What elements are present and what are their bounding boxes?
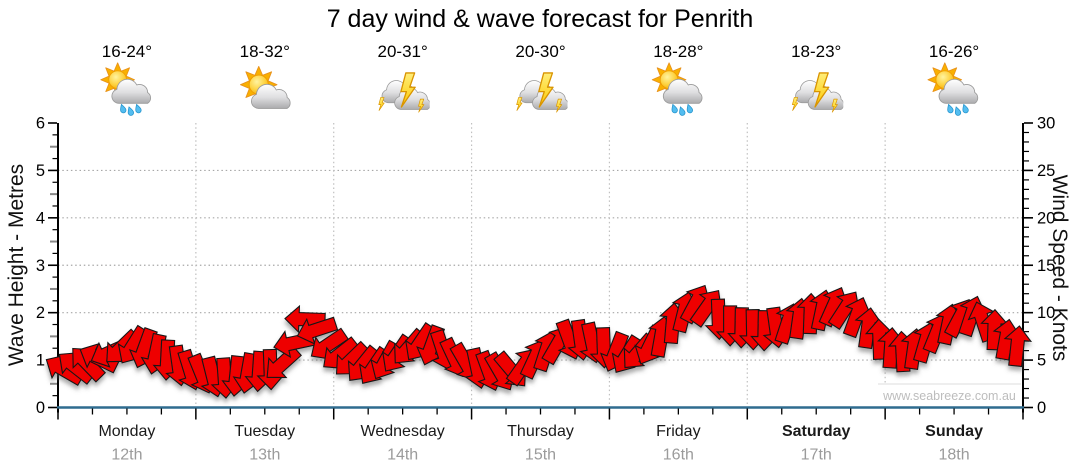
day-label: Sunday	[925, 423, 983, 440]
date-label: 17th	[801, 447, 832, 464]
wind-speed-tick-label: 30	[1037, 115, 1055, 133]
watermark-text: www.seabreeze.com.au	[882, 389, 1016, 403]
day-label: Monday	[98, 423, 155, 440]
temperature-range: 20-30°	[515, 42, 565, 61]
temperature-range: 20-31°	[378, 42, 428, 61]
wind-arrow	[266, 344, 302, 379]
wind-speed-tick-label: 10	[1037, 304, 1055, 322]
chart-title: 7 day wind & wave forecast for Penrith	[326, 5, 754, 33]
storm-icon	[379, 73, 430, 112]
temperature-range: 16-26°	[929, 42, 979, 61]
storm-icon	[517, 73, 568, 112]
date-label: 13th	[249, 447, 280, 464]
wave-height-tick-label: 4	[36, 209, 45, 227]
temperature-range: 18-23°	[791, 42, 841, 61]
date-label: 16th	[663, 447, 694, 464]
sun-cloud-rain-icon	[652, 63, 702, 116]
day-label: Thursday	[507, 423, 574, 440]
wind-speed-axis: 0 5 10 15 20 25 30	[1022, 115, 1055, 417]
wind-speed-tick-label: 5	[1037, 352, 1046, 370]
sun-cloud-rain-icon	[928, 63, 978, 116]
wave-height-tick-label: 0	[36, 399, 45, 417]
wind-speed-tick-label: 20	[1037, 209, 1055, 227]
temperature-range: 18-32°	[240, 42, 290, 61]
wind-speed-tick-label: 15	[1037, 257, 1055, 275]
storm-icon	[792, 73, 843, 112]
wind-arrow-series	[45, 284, 1033, 399]
sun-cloud-rain-icon	[101, 63, 151, 116]
day-label: Wednesday	[361, 423, 445, 440]
date-label: 12th	[111, 447, 142, 464]
date-label: 15th	[525, 447, 556, 464]
date-label: 18th	[939, 447, 970, 464]
wave-height-tick-label: 6	[36, 115, 45, 133]
sun-cloud-icon	[241, 66, 291, 108]
wave-height-tick-label: 2	[36, 304, 45, 322]
wind-speed-tick-label: 25	[1037, 162, 1055, 180]
wind-speed-tick-label: 0	[1037, 399, 1046, 417]
wave-height-tick-label: 3	[36, 257, 45, 275]
watermark: www.seabreeze.com.au	[878, 383, 1021, 407]
temperature-range: 16-24°	[102, 42, 152, 61]
wave-height-tick-label: 5	[36, 162, 45, 180]
wind-arrow	[1003, 325, 1033, 368]
date-label: 14th	[387, 447, 418, 464]
day-label: Friday	[656, 423, 700, 440]
temperature-range: 18-28°	[653, 42, 703, 61]
day-label: Saturday	[782, 423, 851, 440]
day-label: Tuesday	[234, 423, 295, 440]
time-axis	[57, 406, 1024, 420]
left-axis-title: Wave Height - Metres	[5, 163, 28, 367]
wave-height-tick-label: 1	[36, 352, 45, 370]
right-axis-title: Wind Speed - Knots	[1048, 174, 1071, 362]
